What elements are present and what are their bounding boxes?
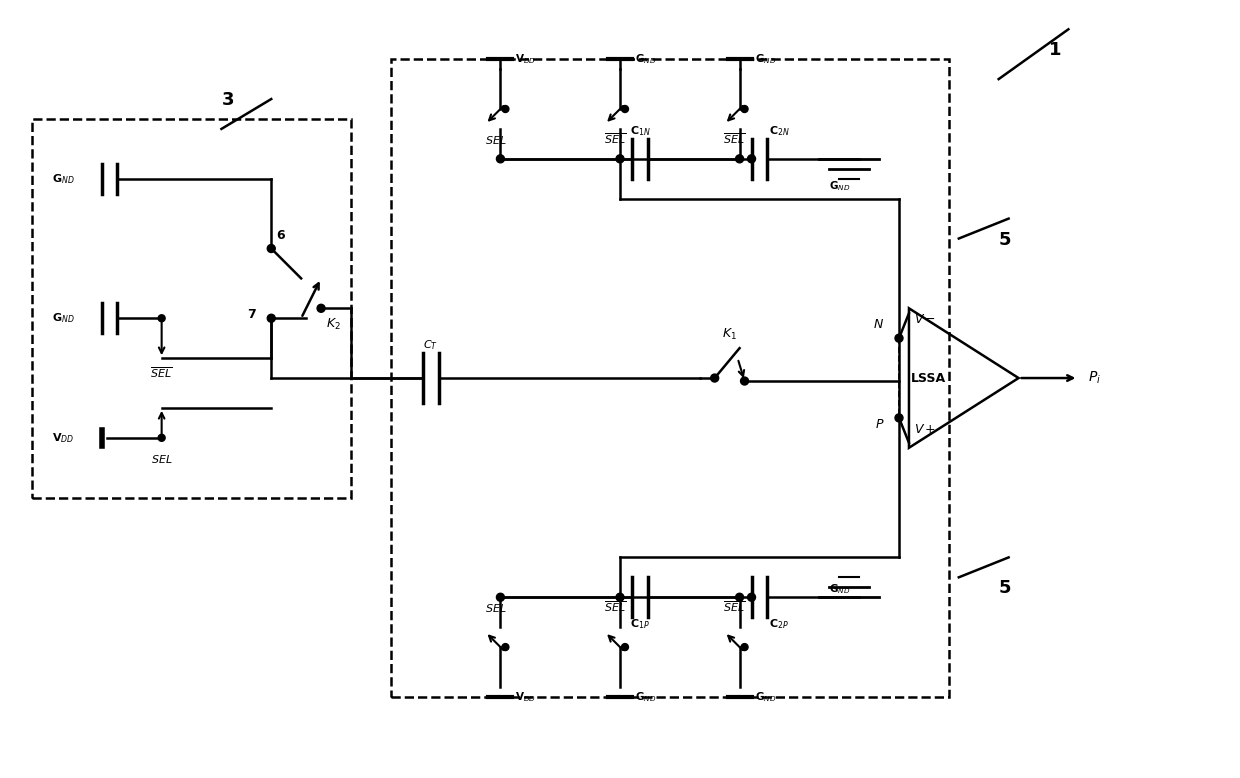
Text: V$_{DD}$: V$_{DD}$ [516,690,537,704]
Text: $V+$: $V+$ [914,422,936,436]
Circle shape [159,434,165,441]
Text: V$_{DD}$: V$_{DD}$ [516,52,537,66]
Circle shape [742,106,748,113]
Text: 1: 1 [1049,41,1061,59]
Circle shape [616,155,624,163]
Circle shape [895,414,903,422]
Text: $\overline{SEL}$: $\overline{SEL}$ [604,600,626,614]
Text: 6: 6 [277,229,285,241]
Text: G$_{ND}$: G$_{ND}$ [52,172,74,186]
Circle shape [621,106,629,113]
Circle shape [621,643,629,650]
Text: 5: 5 [998,230,1011,248]
Text: $SEL$: $SEL$ [151,453,172,464]
Circle shape [496,594,505,601]
Text: 3: 3 [222,91,234,109]
Circle shape [711,374,719,382]
Circle shape [740,377,749,385]
Text: G$_{ND}$: G$_{ND}$ [635,52,656,66]
Text: $SEL$: $SEL$ [485,134,506,146]
Circle shape [317,304,325,312]
Text: 5: 5 [998,580,1011,598]
Circle shape [159,315,165,322]
Circle shape [268,314,275,322]
Circle shape [268,244,275,253]
Text: LSSA: LSSA [911,372,946,384]
Circle shape [616,594,624,601]
Text: G$_{ND}$: G$_{ND}$ [635,690,656,704]
Circle shape [748,594,755,601]
Text: G$_{ND}$: G$_{ND}$ [52,311,74,325]
Text: $SEL$: $SEL$ [485,602,506,614]
Text: $K_2$: $K_2$ [326,317,341,332]
Text: C$_{1N}$: C$_{1N}$ [630,124,650,138]
Circle shape [502,643,508,650]
Text: C$_{2P}$: C$_{2P}$ [770,617,790,631]
Text: $\overline{SEL}$: $\overline{SEL}$ [723,131,745,146]
Text: $K_1$: $K_1$ [722,328,737,342]
Text: G$_{ND}$: G$_{ND}$ [754,52,776,66]
Text: V$_{DD}$: V$_{DD}$ [52,431,74,445]
Circle shape [735,594,744,601]
Text: G$_{ND}$: G$_{ND}$ [830,582,851,596]
Circle shape [895,335,903,342]
Circle shape [496,155,505,163]
Circle shape [748,155,755,163]
Text: $N$: $N$ [873,318,884,331]
Text: G$_{ND}$: G$_{ND}$ [830,179,851,192]
Text: $C_T$: $C_T$ [423,338,438,352]
Text: 7: 7 [248,308,257,321]
Text: $\overline{SEL}$: $\overline{SEL}$ [150,366,172,380]
Circle shape [502,106,508,113]
Text: $\overline{SEL}$: $\overline{SEL}$ [604,131,626,146]
Text: C$_{2N}$: C$_{2N}$ [770,124,790,138]
Text: G$_{ND}$: G$_{ND}$ [754,690,776,704]
Circle shape [742,643,748,650]
Text: $\overline{SEL}$: $\overline{SEL}$ [723,600,745,614]
Text: $V-$: $V-$ [914,314,936,326]
Circle shape [735,155,744,163]
Text: C$_{1P}$: C$_{1P}$ [630,617,650,631]
Text: $P$: $P$ [874,418,884,431]
Text: $P_i$: $P_i$ [1089,370,1101,386]
